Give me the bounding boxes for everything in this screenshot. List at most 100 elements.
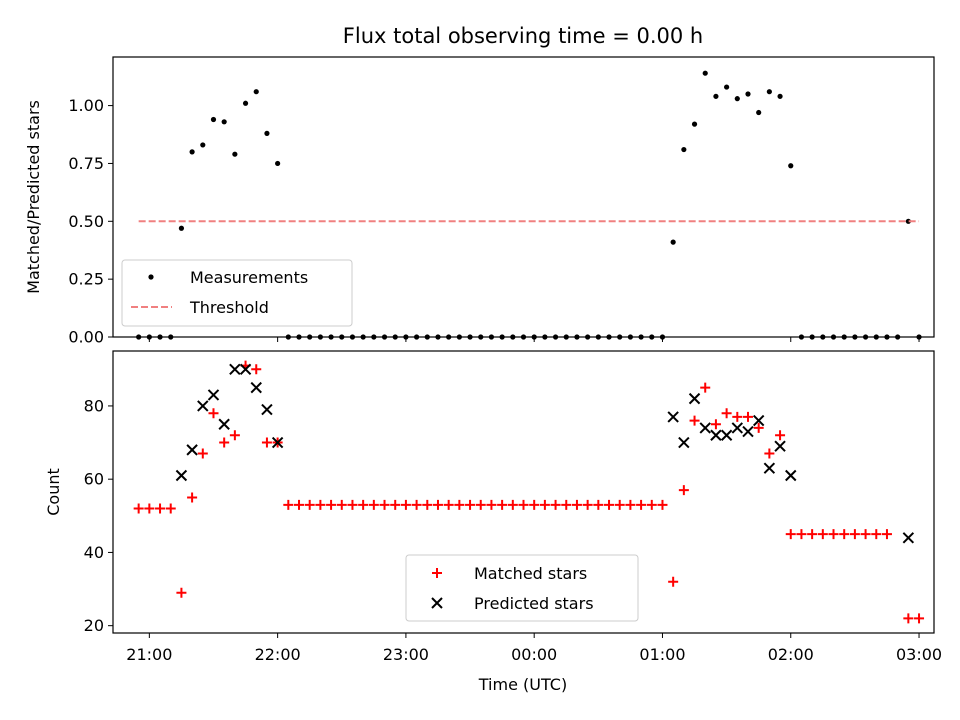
measurement-point	[766, 89, 772, 95]
matched-star-point	[486, 499, 497, 510]
measurement-point	[788, 163, 794, 169]
matched-star-point	[625, 499, 636, 510]
matched-star-point	[411, 499, 422, 510]
legend-label: Matched stars	[474, 564, 587, 583]
matched-star-point	[582, 499, 593, 510]
top-y-tick-label: 0.25	[68, 270, 104, 289]
bottom-legend-box	[405, 554, 639, 622]
matched-star-point	[742, 411, 753, 422]
matched-star-point	[721, 408, 732, 419]
legend-label: Predicted stars	[474, 594, 594, 613]
measurement-point	[745, 91, 751, 97]
matched-star-point	[764, 448, 775, 459]
matched-star-point	[165, 503, 176, 514]
matched-star-point	[678, 485, 689, 496]
matched-star-point	[315, 499, 326, 510]
predicted-star-point	[218, 418, 230, 430]
predicted-star-point	[250, 381, 262, 394]
predicted-star-point	[742, 425, 754, 438]
predicted-star-point	[175, 469, 188, 482]
matched-star-point	[368, 499, 379, 510]
matched-star-point	[379, 499, 390, 510]
matched-star-point	[732, 411, 743, 422]
measurement-point	[242, 100, 249, 106]
bottom-x-axis-label: Time (UTC)	[478, 675, 567, 694]
matched-star-point	[176, 587, 187, 598]
matched-star-point	[796, 529, 807, 540]
measurement-point	[724, 84, 730, 90]
predicted-star-point	[186, 444, 198, 456]
matched-star-point	[197, 448, 208, 459]
bottom-x-tick-label: 03:00	[896, 645, 942, 664]
matched-star-point	[636, 499, 647, 510]
matched-star-point	[860, 529, 871, 540]
legend-label: Threshold	[189, 298, 269, 317]
bottom-y-tick-label: 40	[84, 543, 104, 562]
matched-star-point	[400, 499, 411, 510]
matched-star-point	[507, 499, 518, 510]
predicted-star-point	[261, 403, 273, 416]
matched-star-point	[465, 499, 476, 510]
bottom-y-axis-label: Count	[44, 468, 63, 516]
matched-star-point	[229, 430, 240, 441]
measurement-point	[670, 239, 676, 245]
measurement-point	[210, 116, 217, 123]
measurement-point	[681, 146, 687, 153]
matched-star-point	[881, 529, 892, 540]
matched-star-point	[475, 499, 486, 510]
measurement-point	[702, 70, 708, 76]
measurement-point	[734, 96, 740, 102]
measurement-point	[178, 225, 185, 231]
predicted-star-point	[207, 389, 220, 401]
measurement-point	[275, 160, 281, 167]
matched-star-point	[571, 499, 582, 510]
legend-label: Measurements	[190, 268, 308, 287]
bottom-panel: 20 40 60 80 21:00 22:00 23:00 00:00 01:00 02:00 0…	[44, 350, 942, 694]
matched-star-point	[155, 503, 166, 514]
top-legend-box	[121, 259, 353, 327]
matched-star-point	[358, 499, 369, 510]
top-plot-frame	[112, 56, 935, 338]
measurement-point	[905, 218, 911, 224]
measurement-point	[691, 121, 698, 127]
predicted-star-point	[678, 436, 690, 449]
bottom-y-tick-label: 80	[84, 396, 104, 415]
matched-star-point	[133, 503, 144, 514]
measurement-point	[221, 119, 227, 125]
matched-star-point	[646, 499, 657, 510]
predicted-star-point	[239, 363, 252, 376]
matched-star-point	[390, 499, 401, 510]
top-y-tick-label: 0.50	[68, 212, 104, 231]
matched-star-point	[454, 499, 465, 510]
matched-star-point	[208, 408, 219, 419]
matched-star-point	[347, 499, 358, 510]
top-y-tick-label: 1.00	[68, 96, 104, 115]
top-panel: 0.00 0.25 0.50 0.75 1.00 Matched/Predicted s…	[24, 56, 935, 347]
legend-matched-marker	[432, 568, 442, 578]
matched-star-point	[710, 419, 721, 430]
predicted-star-point	[710, 429, 722, 441]
bottom-x-tick-label: 22:00	[255, 645, 301, 664]
matched-star-point	[261, 437, 272, 448]
top-y-ticks: 0.00 0.25 0.50 0.75 1.00	[68, 96, 113, 347]
matched-star-point	[336, 499, 347, 510]
matched-star-point	[871, 529, 882, 540]
predicted-star-point	[752, 414, 765, 427]
matched-star-point	[839, 529, 850, 540]
matched-star-point	[807, 529, 818, 540]
matched-star-point	[689, 415, 700, 426]
bottom-y-tick-label: 60	[84, 470, 104, 489]
matched-star-point	[614, 499, 625, 510]
bottom-x-tick-label: 21:00	[126, 645, 172, 664]
measurement-point	[232, 151, 238, 157]
matched-star-point	[497, 499, 508, 510]
predicted-star-point	[731, 422, 744, 434]
predicted-star-point	[720, 429, 733, 441]
top-legend: Measurements Threshold	[121, 259, 353, 327]
top-y-tick-label: 0.00	[68, 328, 104, 347]
predicted-star-point	[688, 392, 701, 405]
matched-star-point	[283, 499, 294, 510]
predicted-star-point	[902, 532, 915, 544]
matched-star-point	[219, 437, 230, 448]
